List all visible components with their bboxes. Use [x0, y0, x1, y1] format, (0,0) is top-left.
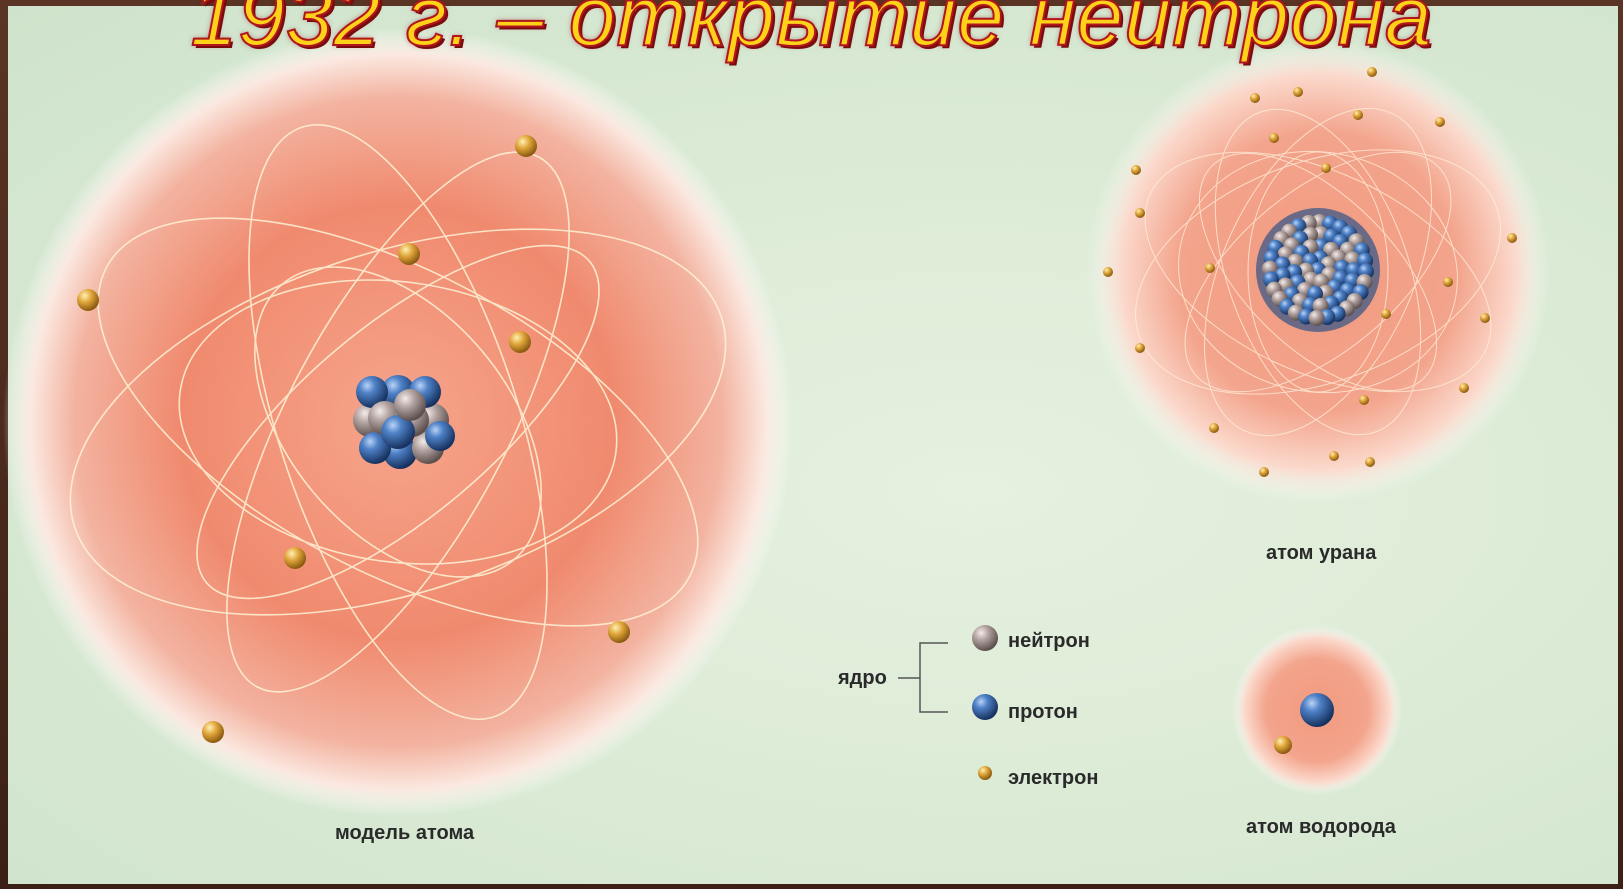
legend-neutron-label: нейтрон: [1008, 630, 1090, 652]
legend: [898, 625, 998, 780]
hydrogen-proton: [1300, 693, 1334, 727]
legend-neutron-swatch: [972, 625, 998, 651]
atom-model: [3, 27, 793, 817]
legend-electron-swatch: [978, 766, 992, 780]
legend-bracket: [898, 642, 948, 713]
uranium-nucleon: [1308, 310, 1325, 326]
uranium-atom: [1086, 40, 1550, 504]
slide-title: 1932 г. – открытие нейтрона: [189, 0, 1433, 63]
electrons: [77, 135, 630, 743]
hydrogen-electron: [1274, 736, 1292, 754]
hydrogen-caption: атом водорода: [1246, 816, 1396, 838]
legend-proton-label: протон: [1008, 701, 1078, 723]
atom-model-caption: модель атома: [335, 822, 475, 844]
legend-electron-label: электрон: [1008, 767, 1099, 789]
legend-nucleus-label: ядро: [838, 667, 887, 689]
nucleus: [353, 375, 455, 469]
legend-proton-swatch: [972, 694, 998, 720]
uranium-orbits: [1135, 107, 1501, 437]
orbits: [69, 124, 727, 720]
uranium-nucleus: [1256, 208, 1380, 332]
uranium-caption: атом урана: [1266, 542, 1377, 564]
hydrogen-atom: [1232, 625, 1402, 795]
uranium-electrons: [1103, 67, 1517, 477]
